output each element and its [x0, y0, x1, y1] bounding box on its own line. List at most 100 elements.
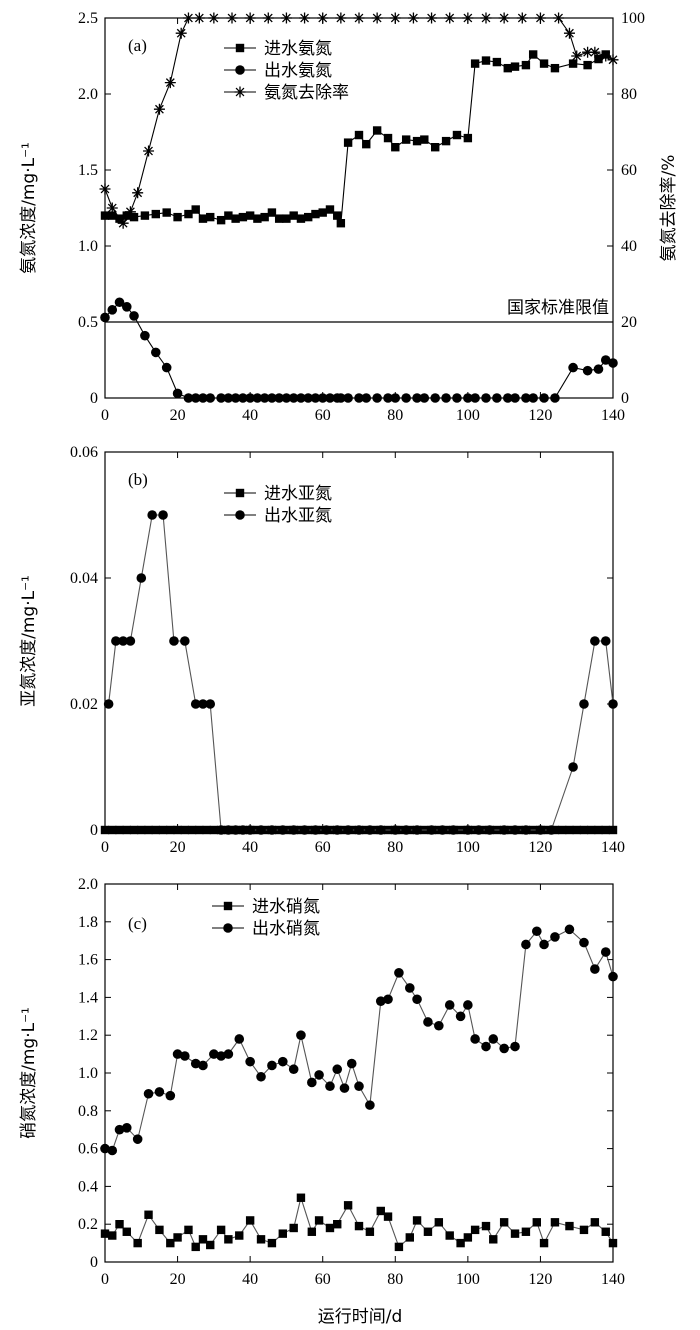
data-point-氨氮去除率	[480, 12, 492, 24]
data-point-出水硝氮	[365, 1100, 375, 1110]
data-point-出水亚氮	[190, 699, 201, 709]
plot-frame	[104, 17, 614, 399]
series-line-出水硝氮	[104, 928, 614, 1152]
data-point-出水硝氮	[590, 964, 600, 974]
data-point-进水氨氮	[129, 212, 139, 222]
data-point-出水亚氮	[499, 825, 509, 835]
data-point-出水亚氮	[111, 636, 121, 646]
y-tick-label: 1.6	[78, 952, 98, 969]
data-point-出水亚氮	[238, 825, 248, 835]
data-point-进水氨氮	[550, 63, 560, 73]
x-tick-label: 40	[242, 1271, 258, 1288]
data-point-出水亚氮	[390, 825, 401, 835]
legend-label: 出水氨氮	[264, 61, 332, 81]
data-point-出水亚氮	[256, 825, 266, 835]
data-point-进水氨氮	[431, 143, 440, 152]
data-point-氨氮去除率	[353, 12, 365, 24]
data-point-氨氮去除率	[124, 206, 136, 218]
y2-tick-label: 0	[621, 390, 629, 407]
data-point-进水氨氮	[492, 57, 502, 67]
data-point-出水氨氮	[223, 393, 234, 403]
data-point-进水硝氮	[343, 1201, 353, 1210]
series-出水硝氮	[100, 924, 618, 1156]
data-point-进水氨氮	[412, 136, 422, 146]
data-point-进水氨氮	[325, 205, 335, 214]
data-point-出水氨氮	[343, 393, 353, 403]
data-point-出水亚氮	[375, 825, 386, 835]
panel-b-nitrite-chart: 0 20 40 60 80 100 120 140 0 0.02 0.04 0.06 亚氮浓度/mg·L…	[19, 444, 625, 856]
data-point-进水亚氮	[587, 825, 596, 835]
data-point-进水硝氮	[521, 1227, 531, 1236]
data-point-出水氨氮	[238, 393, 248, 403]
data-point-出水硝氮	[307, 1077, 317, 1088]
data-point-出水硝氮	[114, 1124, 125, 1135]
data-point-出水氨氮	[267, 393, 277, 403]
data-point-进水硝氮	[499, 1218, 509, 1227]
x-tick-label: 0	[101, 407, 109, 424]
y-tick-label: 1.4	[78, 989, 98, 1006]
data-point-氨氮去除率	[582, 46, 594, 58]
y-axis-label: 氨氮浓度/mg·L⁻¹	[19, 142, 39, 274]
y-tick-label: 0.06	[70, 444, 98, 461]
data-point-出水氨氮	[161, 362, 172, 373]
data-point-进水氨氮	[568, 59, 578, 68]
data-point-进水硝氮	[510, 1229, 520, 1238]
data-point-出水亚氮	[299, 825, 310, 835]
x-tick-label: 140	[601, 407, 625, 424]
x-tick-label: 0	[101, 839, 109, 856]
data-point-出水亚氮	[535, 825, 546, 835]
data-point-出水亚氮	[288, 825, 299, 835]
data-point-进水硝氮	[100, 1229, 110, 1238]
data-point-进水硝氮	[173, 1233, 182, 1242]
data-point-出水氨氮	[441, 393, 451, 403]
data-point-进水氨氮	[354, 130, 364, 140]
legend-marker	[223, 923, 233, 933]
data-point-出水氨氮	[608, 358, 618, 368]
data-point-出水亚氮	[310, 825, 321, 835]
data-point-出水硝氮	[339, 1083, 350, 1093]
data-point-出水氨氮	[336, 393, 346, 403]
data-point-进水氨氮	[108, 211, 117, 220]
data-point-出水氨氮	[325, 393, 335, 403]
data-point-进水硝氮	[245, 1216, 255, 1225]
legend-marker	[235, 510, 245, 520]
data-point-出水氨氮	[401, 393, 411, 403]
data-point-出水亚氮	[343, 825, 353, 835]
data-point-出水硝氮	[412, 994, 422, 1005]
data-point-进水亚氮	[601, 825, 610, 835]
data-point-进水硝氮	[463, 1233, 473, 1242]
data-point-进水硝氮	[307, 1227, 317, 1236]
data-point-出水氨氮	[317, 393, 328, 403]
data-point-出水亚氮	[118, 636, 128, 646]
data-point-出水氨氮	[383, 393, 393, 403]
x-tick-label: 60	[315, 839, 331, 856]
data-point-进水氨氮	[100, 211, 110, 220]
data-point-氨氮去除率	[462, 12, 474, 24]
data-point-出水硝氮	[143, 1088, 154, 1099]
legend-marker	[235, 65, 245, 75]
data-point-出水硝氮	[444, 1000, 455, 1010]
y-tick-label: 0	[90, 1254, 98, 1271]
data-point-进水硝氮	[216, 1225, 226, 1235]
data-point-出水硝氮	[132, 1134, 143, 1144]
data-point-进水氨氮	[401, 135, 411, 144]
y-tick-label: 1.8	[78, 914, 98, 931]
data-point-出水氨氮	[539, 393, 549, 403]
data-point-进水硝氮	[470, 1225, 480, 1235]
data-point-进水硝氮	[155, 1225, 164, 1235]
data-point-进水亚氮	[572, 825, 581, 835]
data-point-出水硝氮	[346, 1058, 357, 1069]
data-point-进水硝氮	[235, 1231, 244, 1240]
data-point-出水硝氮	[314, 1070, 324, 1080]
data-point-氨氮去除率	[371, 12, 383, 24]
x-tick-label: 100	[456, 407, 480, 424]
data-point-出水亚氮	[147, 510, 157, 520]
data-point-进水硝氮	[224, 1235, 233, 1244]
data-point-进水亚氮	[187, 825, 197, 835]
x-tick-label: 20	[170, 407, 186, 424]
data-point-进水硝氮	[354, 1221, 364, 1231]
legend-marker	[223, 901, 233, 911]
data-point-氨氮去除率	[208, 12, 220, 24]
data-point-进水氨氮	[583, 60, 592, 70]
data-point-出水氨氮	[151, 347, 161, 358]
